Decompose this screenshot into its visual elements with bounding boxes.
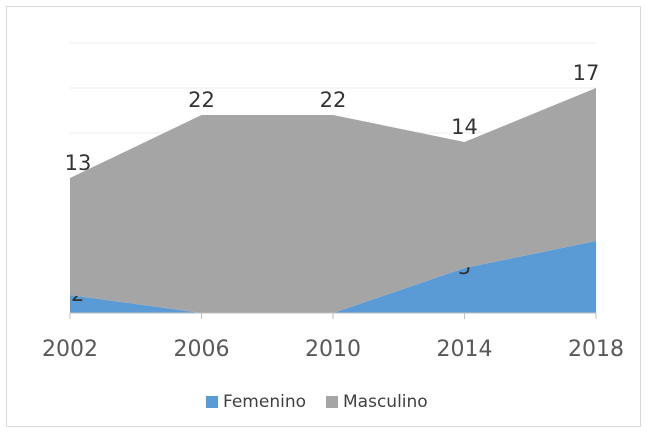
area bbox=[70, 241, 596, 313]
data-label: 14 bbox=[451, 115, 478, 139]
x-tick-label: 2002 bbox=[42, 337, 98, 362]
legend: Femenino Masculino bbox=[206, 392, 428, 412]
data-label: 22 bbox=[320, 88, 347, 112]
legend-label: Masculino bbox=[343, 392, 428, 412]
legend-label: Femenino bbox=[223, 392, 306, 412]
legend-swatch bbox=[206, 396, 218, 408]
x-tick-label: 2014 bbox=[437, 337, 493, 362]
data-label: 17 bbox=[573, 61, 600, 85]
data-label: 22 bbox=[188, 88, 215, 112]
legend-swatch bbox=[326, 396, 338, 408]
data-label: 13 bbox=[65, 151, 92, 175]
area bbox=[70, 88, 596, 313]
x-tick-label: 2018 bbox=[568, 337, 624, 362]
x-tick-label: 2006 bbox=[174, 337, 230, 362]
x-tick-label: 2010 bbox=[305, 337, 361, 362]
